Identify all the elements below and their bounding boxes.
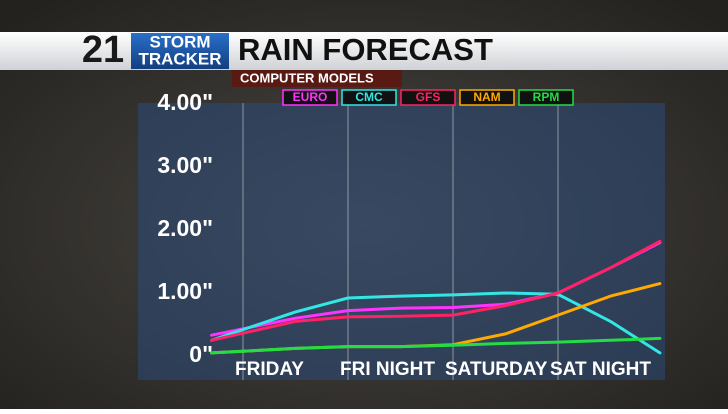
- banner: [0, 32, 728, 70]
- y-tick-label: 4.00": [157, 89, 213, 115]
- chart-subtitle: COMPUTER MODELS: [240, 70, 374, 85]
- y-tick-label: 3.00": [157, 152, 213, 178]
- plot-area: [138, 103, 665, 380]
- series-line: [210, 291, 662, 355]
- logo-box: [131, 33, 229, 69]
- legend-label: RPM: [533, 90, 560, 104]
- chart-title: RAIN FORECAST: [238, 32, 493, 67]
- legend-swatch: [459, 89, 515, 106]
- series-line: [210, 336, 662, 355]
- x-tick-label: SATURDAY: [445, 359, 548, 380]
- x-tick-label: SAT NIGHT: [550, 359, 651, 380]
- y-tick-label: 0": [189, 341, 213, 367]
- legend-swatch: [518, 89, 574, 106]
- y-tick-label: 1.00": [157, 278, 213, 304]
- x-tick-label: FRIDAY: [235, 359, 304, 380]
- legend-label: GFS: [416, 90, 441, 104]
- logo-line: STORM: [149, 32, 210, 51]
- legend-swatch: [400, 89, 456, 106]
- legend-label: EURO: [293, 90, 328, 104]
- legend-label: NAM: [473, 90, 500, 104]
- subtitle-bar: [232, 70, 402, 87]
- legend-swatch: [341, 89, 397, 106]
- logo-line: TRACKER: [138, 49, 221, 68]
- y-tick-label: 2.00": [157, 215, 213, 241]
- legend-label: CMC: [355, 90, 383, 104]
- series-line: [210, 239, 662, 342]
- logo-number: 21: [82, 29, 124, 71]
- legend-swatch: [282, 89, 338, 106]
- x-tick-label: FRI NIGHT: [340, 359, 435, 380]
